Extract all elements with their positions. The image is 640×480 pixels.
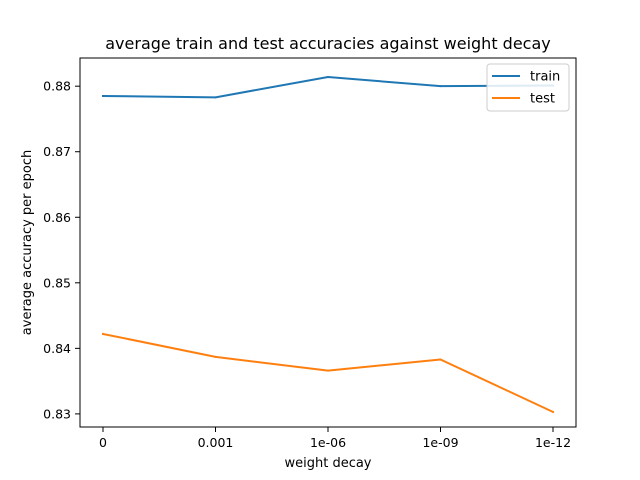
- x-axis-label: weight decay: [284, 456, 371, 471]
- data-point-train-2: [327, 76, 329, 79]
- y-tick-label: 0.86: [43, 210, 71, 225]
- chart-title: average train and test accuracies agains…: [105, 34, 551, 53]
- data-point-train-0: [102, 95, 104, 98]
- x-axis: 0 0.001 1e-06 1e-09 1e-12: [99, 427, 571, 450]
- data-point-test-3: [439, 358, 442, 361]
- y-tick-label: 0.84: [43, 341, 71, 356]
- y-tick-label: 0.88: [43, 79, 71, 94]
- x-tick-label: 0.001: [198, 435, 234, 450]
- y-tick-label: 0.87: [43, 144, 71, 159]
- plot-frame: [79, 57, 577, 428]
- data-point-test-1: [214, 355, 217, 358]
- data-point-test-0: [102, 332, 104, 335]
- y-axis-label: average accuracy per epoch: [20, 150, 35, 335]
- legend-label-test: test: [530, 92, 555, 107]
- x-tick-label: 0: [99, 435, 107, 450]
- data-point-test-4: [552, 410, 554, 413]
- x-tick-label: 1e-12: [535, 435, 571, 450]
- y-tick-label: 0.85: [43, 275, 71, 290]
- y-axis: 0.83 0.84 0.85 0.86 0.87 0.88: [43, 79, 80, 421]
- x-tick-label: 1e-06: [310, 435, 346, 450]
- data-point-train-3: [439, 85, 442, 88]
- data-point-test-2: [327, 369, 329, 372]
- x-tick-label: 1e-09: [422, 435, 458, 450]
- data-point-train-1: [214, 96, 217, 99]
- legend-label-train: train: [530, 70, 560, 85]
- y-tick-label: 0.83: [43, 406, 71, 421]
- legend: train test: [486, 63, 570, 112]
